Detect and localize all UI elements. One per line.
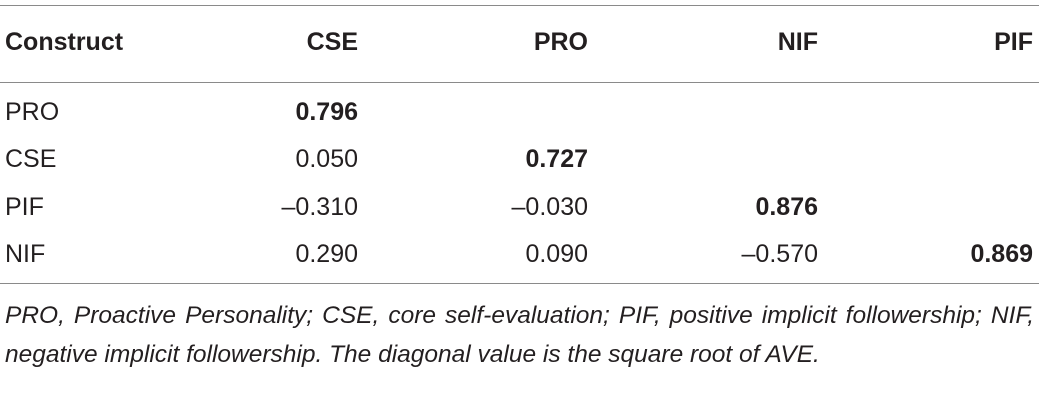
row-label: PRO	[5, 98, 60, 126]
footnote: PRO, Proactive Personality; CSE, core se…	[5, 302, 1034, 368]
value-cell: 0.090	[525, 240, 588, 268]
value-cell: 0.869	[970, 240, 1033, 268]
row-label: NIF	[5, 240, 46, 268]
header-cell: Construct	[5, 28, 124, 56]
value-cell: 0.050	[295, 145, 358, 173]
header-cell: NIF	[777, 28, 818, 56]
value-cell: 0.796	[295, 98, 358, 126]
row-label: CSE	[5, 145, 57, 173]
value-cell: 0.876	[755, 193, 818, 221]
header-cell: PIF	[994, 28, 1033, 56]
header-cell: CSE	[306, 28, 358, 56]
top-rule	[0, 5, 1039, 6]
value-cell: 0.727	[525, 145, 588, 173]
value-cell: –0.570	[741, 240, 818, 268]
header-cell: PRO	[533, 28, 588, 56]
value-cell: –0.310	[281, 193, 358, 221]
value-cell: –0.030	[511, 193, 588, 221]
value-cell: 0.290	[295, 240, 358, 268]
bottom-rule	[0, 283, 1039, 284]
row-label: PIF	[5, 193, 44, 221]
header-rule	[0, 82, 1039, 83]
